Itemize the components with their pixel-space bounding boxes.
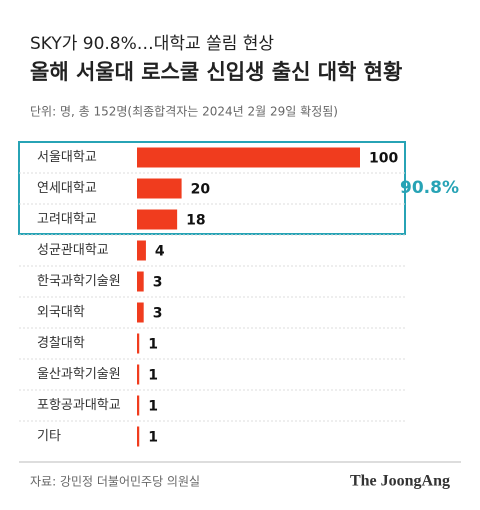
- value-label: 100: [369, 151, 398, 167]
- category-label: 연세대학교: [37, 181, 97, 196]
- value-label: 1: [148, 368, 158, 384]
- bar: [137, 209, 178, 230]
- value-label: 20: [191, 182, 211, 198]
- bar: [137, 426, 140, 447]
- unit-note: 단위: 명, 총 152명(최종합격자는 2024년 2월 29일 확정됨): [30, 105, 338, 119]
- source: 자료: 강민정 더불어민주당 의원실: [30, 475, 200, 489]
- value-label: 3: [153, 275, 163, 291]
- bar: [137, 302, 144, 323]
- highlight-box: [18, 141, 406, 235]
- value-label: 3: [153, 306, 163, 322]
- category-label: 한국과학기술원: [37, 274, 121, 289]
- category-label: 기타: [37, 429, 61, 444]
- value-label: 1: [148, 399, 158, 415]
- category-label: 경찰대학: [37, 336, 85, 351]
- brand: The JoongAng: [350, 473, 450, 490]
- subtitle: SKY가 90.8%…대학교 쏠림 현상: [30, 34, 274, 54]
- category-label: 고려대학교: [37, 212, 97, 227]
- value-label: 18: [186, 213, 205, 229]
- bar: [137, 364, 140, 385]
- bar: [137, 240, 146, 261]
- bar: [137, 333, 140, 354]
- category-label: 외국대학: [37, 305, 85, 320]
- category-label: 성균관대학교: [37, 243, 109, 258]
- bar: [137, 147, 360, 168]
- annotation: 90.8%: [400, 178, 459, 198]
- bar: [137, 178, 182, 199]
- category-label: 포항공과대학교: [37, 398, 121, 413]
- value-label: 1: [148, 430, 158, 446]
- category-label: 울산과학기술원: [37, 367, 121, 382]
- bar: [137, 271, 144, 292]
- category-label: 서울대학교: [37, 150, 97, 165]
- value-label: 4: [155, 244, 165, 260]
- value-label: 1: [148, 337, 158, 353]
- chart-title: 올해 서울대 로스쿨 신입생 출신 대학 현황: [30, 60, 402, 84]
- bar: [137, 395, 140, 416]
